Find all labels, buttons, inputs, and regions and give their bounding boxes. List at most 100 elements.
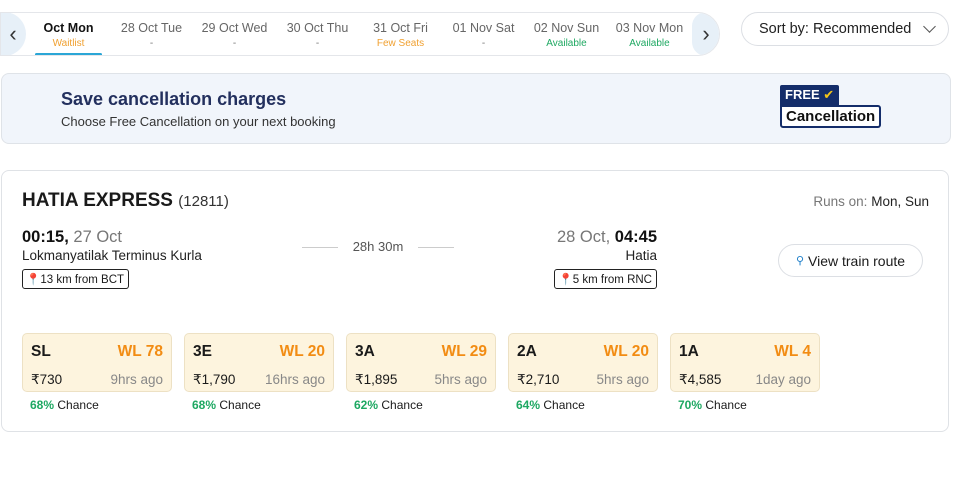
class-option[interactable]: 2A WL 20 ₹2,710 5hrs ago 64% Chance [508, 333, 658, 412]
date-tab[interactable]: Oct Mon Waitlist [27, 13, 110, 55]
class-name: 2A [517, 343, 537, 360]
train-number: (12811) [178, 193, 229, 210]
chevron-down-icon [923, 20, 936, 33]
class-option[interactable]: 3A WL 29 ₹1,895 5hrs ago 62% Chance [346, 333, 496, 412]
date-tab[interactable]: 02 Nov Sun Available [525, 13, 608, 55]
chance-percent: 70% [678, 398, 703, 412]
class-card: 3A WL 29 ₹1,895 5hrs ago [346, 333, 496, 392]
date-label: 03 Nov Mon [615, 21, 684, 35]
chance-percent: 68% [192, 398, 217, 412]
chance-percent: 68% [30, 398, 55, 412]
class-name: SL [31, 343, 51, 360]
date-label: 30 Oct Thu [286, 21, 349, 35]
date-status: - [149, 38, 154, 49]
fare: ₹4,585 [679, 372, 722, 387]
location-pin-icon: 📍 [26, 274, 41, 286]
fare: ₹1,895 [355, 372, 398, 387]
free-cancellation-banner[interactable]: Save cancellation charges Choose Free Ca… [1, 73, 951, 144]
date-tab[interactable]: 31 Oct Fri Few Seats [359, 13, 442, 55]
chance-label: Chance [381, 398, 423, 412]
journey-duration: 28h 30m [302, 239, 454, 254]
confirmation-chance: 62% Chance [354, 398, 496, 412]
arrival-station: Hatia [625, 248, 657, 263]
confirmation-chance: 64% Chance [516, 398, 658, 412]
fare: ₹730 [31, 372, 63, 387]
date-tab[interactable]: 28 Oct Tue - [110, 13, 193, 55]
class-list: SL WL 78 ₹730 9hrs ago 68% Chance 3E WL 20 ₹1,7… [22, 333, 820, 412]
class-card: 3E WL 20 ₹1,790 16hrs ago [184, 333, 334, 392]
updated-time: 16hrs ago [264, 372, 325, 387]
date-status: Few Seats [376, 38, 425, 49]
date-list: Oct Mon Waitlist 28 Oct Tue -29 Oct Wed -30 … [27, 13, 693, 55]
sort-dropdown[interactable]: Sort by: Recommended [741, 12, 949, 46]
waitlist-status: WL 29 [441, 343, 487, 360]
departure-station: Lokmanyatilak Terminus Kurla [22, 248, 202, 263]
class-option[interactable]: 3E WL 20 ₹1,790 16hrs ago 68% Chance [184, 333, 334, 412]
chevron-right-icon: › [702, 21, 710, 46]
updated-time: 1day ago [755, 372, 811, 387]
class-name: 1A [679, 343, 699, 360]
date-label: 28 Oct Tue [120, 21, 183, 35]
date-status: - [315, 38, 320, 49]
badge-bottom: Cancellation [780, 105, 882, 128]
check-icon: ✔ [823, 87, 835, 102]
updated-time: 5hrs ago [434, 372, 487, 387]
date-tab[interactable]: 03 Nov Mon Available [608, 13, 691, 55]
view-train-route-button[interactable]: ⚲ View train route [778, 244, 923, 277]
date-status: Available [546, 38, 587, 49]
departure-date: 27 Oct [73, 228, 122, 246]
arrival: 28 Oct, 04:45 Hatia 📍5 km from RNC [554, 228, 657, 289]
confirmation-chance: 70% Chance [678, 398, 820, 412]
date-tab[interactable]: 01 Nov Sat - [442, 13, 525, 55]
class-name: 3E [193, 343, 212, 360]
waitlist-status: WL 20 [279, 343, 325, 360]
date-selector: Oct Mon Waitlist 28 Oct Tue -29 Oct Wed -30 … [0, 12, 720, 56]
date-tab[interactable]: 30 Oct Thu - [276, 13, 359, 55]
updated-time: 9hrs ago [110, 372, 163, 387]
waitlist-status: WL 20 [603, 343, 649, 360]
prev-date-button[interactable]: ‹ [1, 13, 26, 55]
route-icon: ⚲ [795, 255, 805, 267]
departure: 00:15, 27 Oct Lokmanyatilak Terminus Kur… [22, 228, 202, 289]
arrival-distance: 5 km from RNC [572, 274, 652, 286]
date-tab[interactable]: 29 Oct Wed - [193, 13, 276, 55]
departure-distance-tag: 📍13 km from BCT [22, 269, 130, 289]
banner-title: Save cancellation charges [61, 89, 287, 109]
date-label: 29 Oct Wed [201, 21, 268, 35]
date-status: - [232, 38, 237, 49]
runs-on-days: Mon, Sun [871, 194, 929, 209]
departure-distance: 13 km from BCT [40, 274, 125, 286]
chevron-left-icon: ‹ [9, 21, 17, 46]
date-status: - [481, 38, 486, 49]
confirmation-chance: 68% Chance [30, 398, 172, 412]
route-label: View train route [808, 252, 906, 269]
class-name: 3A [355, 343, 375, 360]
free-cancellation-logo: FREE ✔ Cancellation [780, 85, 882, 128]
runs-on-label: Runs on: [813, 194, 868, 209]
fare: ₹1,790 [193, 372, 236, 387]
class-option[interactable]: 1A WL 4 ₹4,585 1day ago 70% Chance [670, 333, 820, 412]
date-status: Waitlist [52, 38, 85, 49]
arrival-time: 04:45 [614, 228, 657, 246]
train-name: HATIA EXPRESS [22, 190, 173, 211]
banner-subtitle: Choose Free Cancellation on your next bo… [61, 114, 336, 129]
sort-label: Sort by: Recommended [759, 21, 912, 37]
fare: ₹2,710 [517, 372, 560, 387]
date-label: 31 Oct Fri [373, 21, 428, 35]
date-label: Oct Mon [43, 21, 94, 35]
date-status: Available [629, 38, 670, 49]
chance-label: Chance [705, 398, 747, 412]
chance-label: Chance [543, 398, 585, 412]
waitlist-status: WL 78 [117, 343, 163, 360]
chance-label: Chance [219, 398, 261, 412]
date-label: 01 Nov Sat [452, 21, 515, 35]
next-date-button[interactable]: › [692, 13, 719, 55]
arrival-distance-tag: 📍5 km from RNC [554, 269, 657, 289]
chance-label: Chance [57, 398, 99, 412]
class-card: 2A WL 20 ₹2,710 5hrs ago [508, 333, 658, 392]
class-option[interactable]: SL WL 78 ₹730 9hrs ago 68% Chance [22, 333, 172, 412]
date-label: 02 Nov Sun [533, 21, 600, 35]
chance-percent: 64% [516, 398, 541, 412]
confirmation-chance: 68% Chance [192, 398, 334, 412]
departure-time: 00:15, [22, 228, 69, 246]
